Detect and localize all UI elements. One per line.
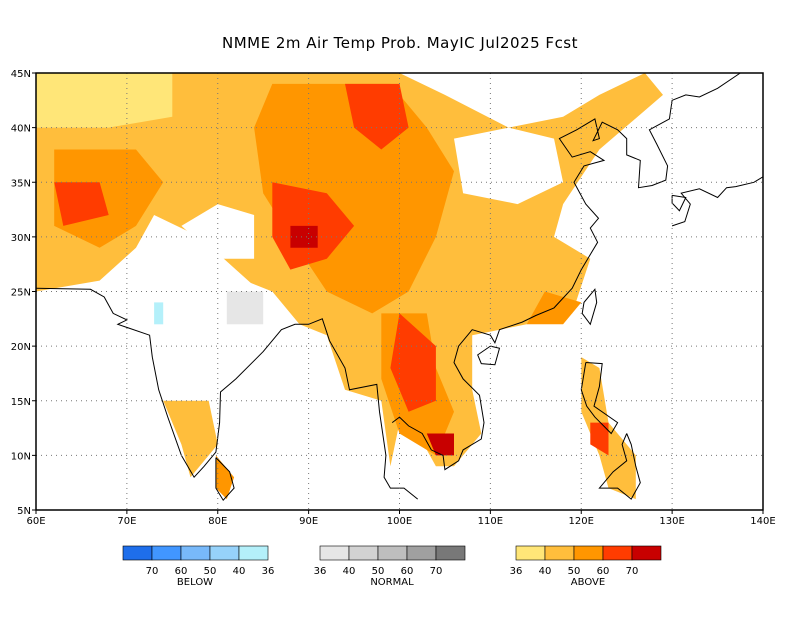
legend-swatch	[406, 545, 437, 561]
legend-value: 40	[539, 566, 552, 577]
probability-fill	[36, 73, 663, 500]
legend-category-label: ABOVE	[571, 577, 605, 588]
legend-swatch	[631, 545, 662, 561]
normal-patch-india	[226, 291, 264, 325]
no-signal-china	[454, 127, 564, 205]
lon-tick-label: 80E	[208, 516, 227, 527]
lat-tick-label: 20N	[11, 342, 31, 353]
lon-tick-label: 90E	[299, 516, 318, 527]
lat-tick-label: 5N	[17, 506, 31, 517]
lat-tick-label: 25N	[11, 288, 31, 299]
lat-tick-label: 15N	[11, 397, 31, 408]
legend-value: 40	[343, 566, 356, 577]
legend-value: 70	[626, 566, 639, 577]
no-signal-ladakh	[181, 204, 255, 259]
legend-swatch	[515, 545, 546, 561]
legend-value: 60	[401, 566, 414, 577]
legend-below: 70 60 50 40 36 BELOW	[122, 545, 275, 588]
legend-value: 60	[175, 566, 188, 577]
coastline-sri-lanka	[215, 457, 235, 502]
no-signal-india	[108, 236, 291, 434]
lon-tick-label: 70E	[117, 516, 136, 527]
lat-tick-label: 40N	[11, 124, 31, 135]
above-60-philippines	[590, 422, 609, 456]
legend-swatch	[348, 545, 379, 561]
coastline-east-asia	[391, 72, 741, 471]
legend-value: 36	[262, 566, 275, 577]
lat-tick-label: 10N	[11, 451, 31, 462]
legend-value: 40	[233, 566, 246, 577]
lon-tick-label: 120E	[569, 516, 594, 527]
above-36-region	[36, 73, 173, 128]
legend-value: 50	[568, 566, 581, 577]
legend-above: 36 40 50 60 70 ABOVE	[510, 545, 662, 588]
above-60-north	[345, 83, 409, 150]
coastline-mindanao	[598, 433, 641, 500]
legend-swatch	[377, 545, 408, 561]
legend-swatch	[238, 545, 269, 561]
coastline-japan	[671, 144, 764, 227]
legend-swatch	[122, 545, 153, 561]
coastline-kyushu	[671, 194, 687, 212]
legend-swatch	[544, 545, 575, 561]
lon-tick-label: 60E	[26, 516, 45, 527]
lon-tick-label: 130E	[659, 516, 684, 527]
legend-value: 36	[510, 566, 523, 577]
map-title: NMME 2m Air Temp Prob. MayIC Jul2025 Fcs…	[221, 34, 579, 52]
coastline-luzon	[580, 362, 619, 435]
legend-value: 50	[204, 566, 217, 577]
lon-tick-label: 110E	[478, 516, 503, 527]
lon-tick-label: 140E	[750, 516, 775, 527]
legend-value: 70	[146, 566, 159, 577]
coastline-taiwan	[581, 288, 598, 326]
legend-value: 70	[430, 566, 443, 577]
legend-swatch	[180, 545, 211, 561]
legend-swatch	[602, 545, 633, 561]
above-40-south-india	[163, 400, 218, 478]
above-70-cambodia	[426, 433, 454, 456]
lat-tick-label: 45N	[11, 69, 31, 80]
lat-tick-label: 35N	[11, 178, 31, 189]
coastline-hainan	[477, 345, 501, 366]
legend-swatch	[573, 545, 604, 561]
above-60-indochina	[390, 313, 436, 412]
legend-swatch	[151, 545, 182, 561]
gridlines	[36, 73, 763, 510]
above-50-sri-lanka	[215, 455, 235, 500]
legend-swatch	[435, 545, 466, 561]
coastlines	[35, 72, 764, 502]
legend-swatch	[209, 545, 240, 561]
legend-swatch	[319, 545, 350, 561]
below-patch-india	[154, 302, 164, 325]
legend-value: 50	[372, 566, 385, 577]
above-40-philippines	[581, 357, 636, 500]
above-70-tibet	[290, 225, 318, 248]
legend-category-label: BELOW	[177, 577, 213, 588]
legend-value: 36	[314, 566, 327, 577]
legend-category-label: NORMAL	[370, 577, 414, 588]
lat-tick-label: 30N	[11, 233, 31, 244]
legend-value: 60	[597, 566, 610, 577]
lon-tick-label: 100E	[387, 516, 412, 527]
legend-normal: 36 40 50 60 70 NORMAL	[314, 545, 466, 588]
coastline-south-asia	[35, 287, 419, 500]
above-60-iran	[54, 182, 109, 226]
above-50-west	[54, 149, 164, 248]
